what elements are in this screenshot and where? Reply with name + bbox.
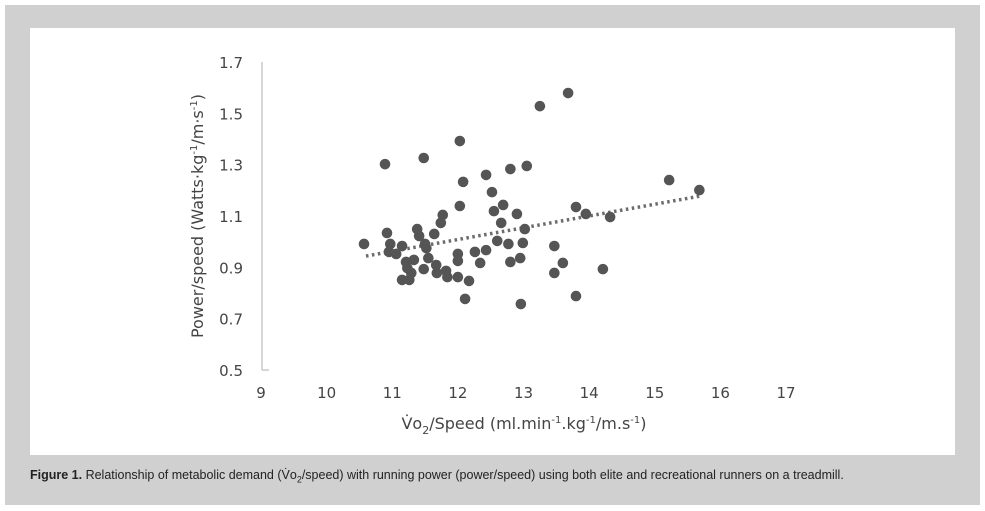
data-point [694, 184, 705, 196]
caption-subscript: 2 [296, 474, 302, 485]
data-point [604, 211, 616, 223]
figure-label: Figure 1. [30, 468, 83, 482]
data-point [505, 163, 516, 175]
y-tick-label: 0.5 [219, 362, 243, 380]
data-point [452, 255, 464, 267]
data-point [515, 298, 527, 310]
data-point [454, 135, 466, 147]
x-tick-label: 12 [448, 384, 467, 402]
y-tick-label: 1.1 [219, 208, 243, 226]
data-point [404, 274, 415, 286]
data-point [521, 160, 533, 172]
trendline-group [365, 194, 701, 258]
data-point [457, 176, 469, 188]
data-point [418, 263, 430, 275]
data-point [549, 240, 560, 252]
y-tick-label: 1.3 [219, 157, 243, 175]
data-point [562, 87, 574, 99]
tick-labels: 0.5 0.7 0.9 1.1 1.3 1.5 1.7 9 10 11 12 13 14 15 16 17 [219, 54, 795, 402]
data-point [358, 238, 370, 250]
x-tick-label: 9 [256, 384, 266, 402]
data-point [442, 271, 453, 283]
data-point [503, 238, 514, 250]
data-point [534, 100, 546, 112]
data-point [505, 256, 516, 268]
data-point [390, 248, 402, 260]
data-point [570, 290, 582, 302]
data-point [379, 158, 391, 170]
data-point [418, 152, 430, 164]
data-point [452, 271, 464, 283]
x-tick-label: 14 [580, 384, 599, 402]
data-point [421, 242, 432, 254]
data-point [437, 209, 449, 221]
x-axis-label: V̇o2/Speed (ml.min-1.kg-1/m.s-1) [401, 414, 646, 437]
data-point [557, 257, 569, 269]
data-point [491, 235, 503, 247]
x-tick-label: 10 [317, 384, 336, 402]
data-point [474, 257, 486, 269]
y-tick-label: 1.7 [219, 54, 243, 72]
axes [261, 62, 269, 371]
data-point [384, 238, 396, 250]
caption-text-end: /speed) with running power (power/speed)… [301, 468, 844, 482]
data-point [396, 240, 408, 252]
data-point [511, 208, 523, 220]
data-point [495, 217, 507, 229]
data-point [480, 244, 492, 256]
points-group [358, 87, 705, 310]
data-point [469, 246, 481, 258]
y-axis-label: Power/speed (Watts·kg-1/m·s-1) [188, 94, 207, 338]
data-point [459, 293, 471, 305]
data-point [486, 186, 498, 198]
data-point [488, 205, 500, 217]
data-point [517, 237, 529, 249]
data-point [514, 252, 526, 264]
data-point [413, 230, 425, 242]
data-point [408, 254, 420, 266]
data-point [663, 174, 675, 186]
y-tick-label: 0.9 [219, 259, 243, 277]
data-point [435, 217, 447, 229]
data-point [597, 263, 609, 275]
data-point [570, 201, 582, 213]
data-point [549, 267, 560, 279]
data-point [454, 200, 466, 212]
data-point [580, 208, 592, 220]
figure-caption: Figure 1. Relationship of metabolic dema… [30, 468, 844, 485]
x-tick-label: 13 [514, 384, 533, 402]
data-point [519, 223, 531, 235]
x-tick-label: 15 [645, 384, 664, 402]
x-tick-label: 17 [776, 384, 795, 402]
trendline [365, 194, 701, 258]
data-point [497, 199, 509, 211]
data-point [423, 252, 434, 264]
data-point [430, 259, 442, 271]
data-point [463, 275, 475, 287]
y-tick-label: 0.7 [219, 311, 243, 329]
data-point [381, 227, 393, 239]
data-point [480, 169, 492, 181]
data-point [428, 228, 440, 240]
y-tick-label: 1.5 [219, 105, 243, 123]
x-tick-label: 11 [383, 384, 402, 402]
caption-text: Relationship of metabolic demand (V̇o [82, 468, 297, 482]
x-tick-label: 16 [711, 384, 730, 402]
data-point [431, 267, 443, 279]
